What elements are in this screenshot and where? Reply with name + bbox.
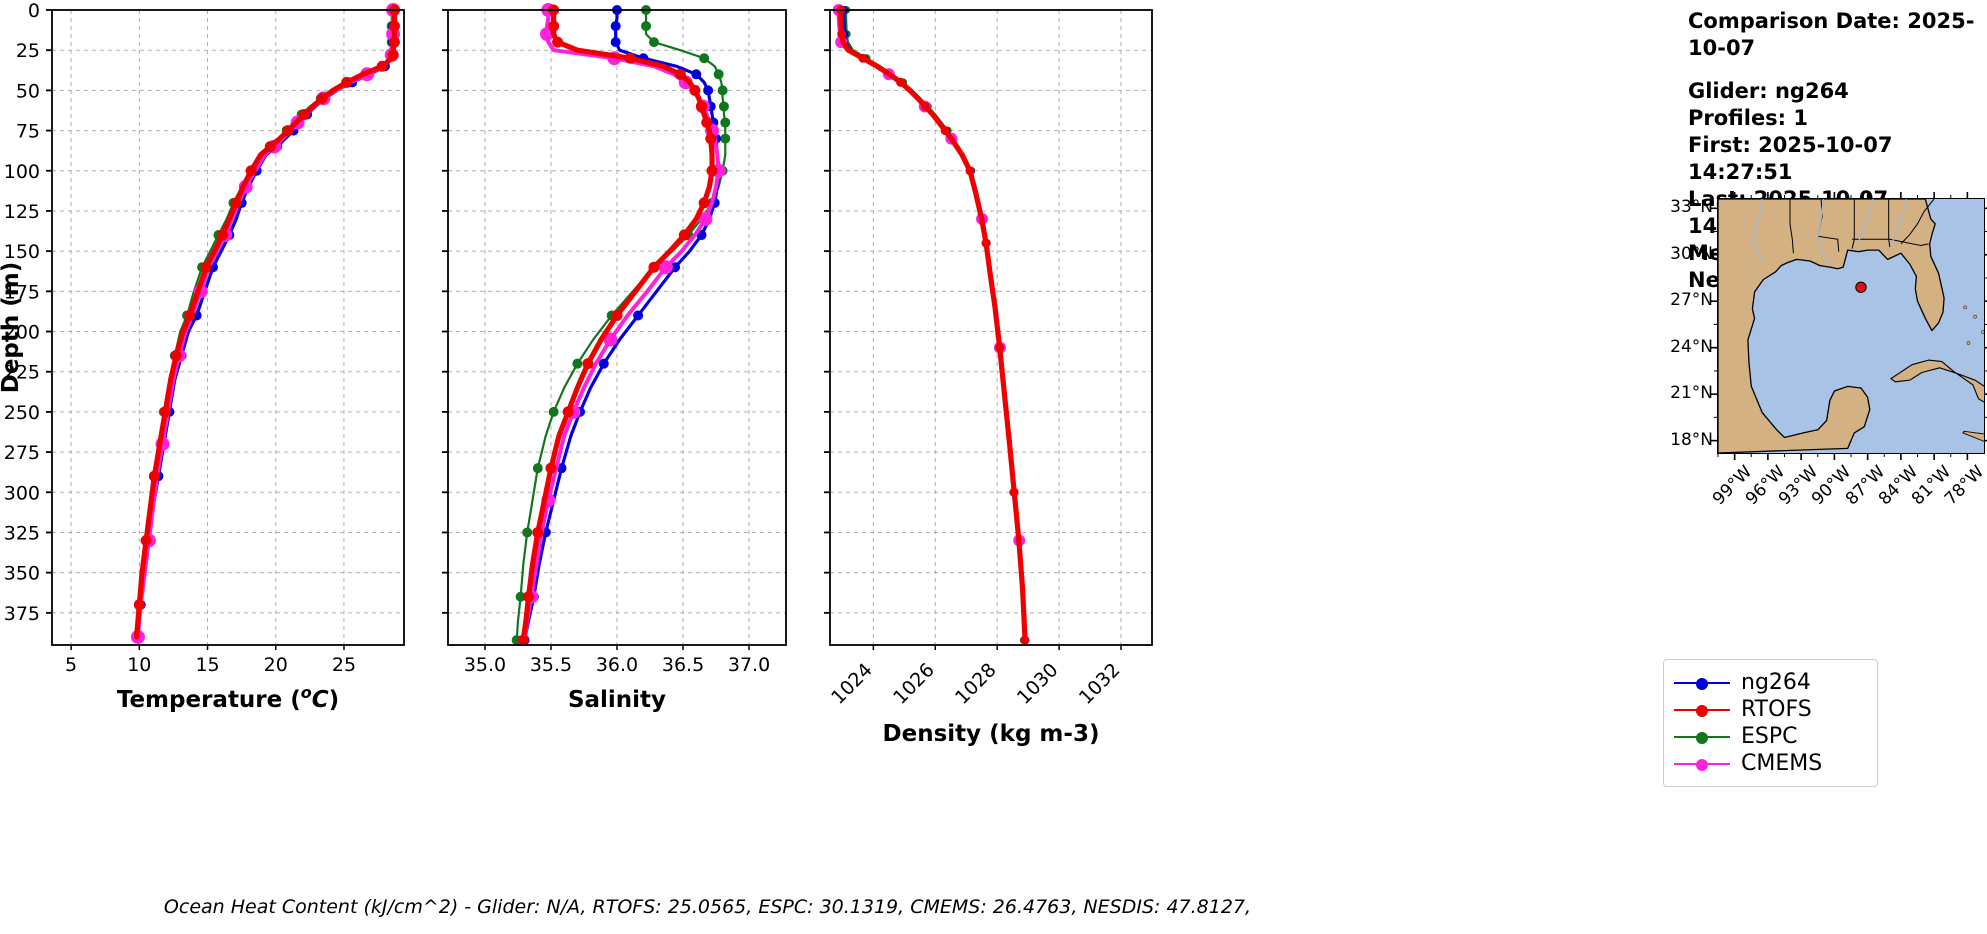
- svg-text:200: 200: [4, 322, 40, 344]
- map-lat-label: 24°N: [1670, 336, 1713, 357]
- svg-text:36.0: 36.0: [596, 654, 638, 676]
- svg-text:175: 175: [4, 281, 40, 303]
- legend-label-rtofs: RTOFS: [1741, 697, 1812, 722]
- svg-text:300: 300: [4, 482, 40, 504]
- map-lat-label: 33°N: [1670, 197, 1713, 218]
- map-lat-label: 30°N: [1670, 243, 1713, 264]
- first-profile-text: First: 2025-10-07 14:27:51: [1688, 133, 1893, 184]
- svg-text:325: 325: [4, 522, 40, 544]
- legend-label-cmems: CMEMS: [1741, 751, 1823, 776]
- svg-text:1026: 1026: [889, 659, 939, 709]
- svg-text:225: 225: [4, 362, 40, 384]
- legend-swatch-rtofs: [1674, 701, 1730, 719]
- profiles-text: Profiles: 1: [1688, 106, 1809, 130]
- density-panel: 1024 1026 1028 1030 1032 Density (kg m-3): [790, 0, 1220, 890]
- legend-label-espc: ESPC: [1741, 724, 1798, 749]
- ocean-heat-content-caption: Ocean Heat Content (kJ/cm^2) - Glider: N…: [163, 896, 1252, 918]
- svg-text:275: 275: [4, 442, 40, 464]
- legend-swatch-espc: [1674, 728, 1730, 746]
- svg-text:Depth (m): Depth (m): [0, 262, 24, 394]
- legend-label-ng264: ng264: [1741, 670, 1811, 695]
- location-map: 33°N 30°N 27°N 24°N 21°N 18°N 99°W 96°W 93°W 90°W…: [1670, 192, 1987, 509]
- svg-text:36.5: 36.5: [662, 654, 704, 676]
- svg-text:5: 5: [65, 654, 77, 676]
- svg-text:1028: 1028: [951, 659, 1001, 709]
- svg-text:0: 0: [28, 0, 40, 22]
- svg-text:125: 125: [4, 201, 40, 223]
- map-lat-label: 21°N: [1670, 383, 1713, 404]
- svg-text:35.5: 35.5: [530, 654, 572, 676]
- svg-text:75: 75: [16, 121, 40, 143]
- svg-text:250: 250: [4, 402, 40, 424]
- svg-text:150: 150: [4, 241, 40, 263]
- legend-swatch-cmems: [1674, 755, 1730, 773]
- svg-text:375: 375: [4, 603, 40, 625]
- info-spacer: [1688, 62, 1987, 78]
- glider-text: Glider: ng264: [1688, 79, 1849, 103]
- density-chart: 1024 1026 1028 1030 1032 Density (kg m-3): [824, 4, 1153, 747]
- svg-text:1032: 1032: [1075, 659, 1125, 709]
- svg-text:10: 10: [127, 654, 151, 676]
- salinity-panel: 35.0 35.5 36.0 36.5 37.0 Salinity: [404, 0, 824, 890]
- svg-text:20: 20: [264, 654, 288, 676]
- svg-text:25: 25: [332, 654, 356, 676]
- svg-text:50: 50: [16, 80, 40, 102]
- salinity-chart: 35.0 35.5 36.0 36.5 37.0 Salinity: [442, 3, 787, 713]
- svg-text:100: 100: [4, 161, 40, 183]
- svg-text:15: 15: [195, 654, 219, 676]
- legend-swatch-ng264: [1674, 674, 1730, 692]
- svg-text:37.0: 37.0: [728, 654, 770, 676]
- svg-text:Density (kg m-3): Density (kg m-3): [883, 721, 1100, 747]
- temperature-panel: 5 10 15 20 25 0 25 50 75 100 125 150 175 200 225 250 275…: [0, 0, 470, 890]
- svg-text:1024: 1024: [827, 659, 877, 709]
- svg-text:Temperature (oC): Temperature (oC): [117, 683, 339, 714]
- map-frame: [1717, 198, 1985, 454]
- series-legend: ng264 RTOFS ESPC CMEMS: [1663, 659, 1878, 787]
- temperature-chart: 5 10 15 20 250255075100125150175200225250275…: [0, 0, 405, 714]
- map-lon-label: 99°W: [1708, 461, 1756, 510]
- legend-item[interactable]: RTOFS: [1674, 696, 1865, 723]
- comparison-date-text: Comparison Date: 2025-10-07: [1688, 9, 1975, 60]
- legend-item[interactable]: ng264: [1674, 669, 1865, 696]
- svg-text:Salinity: Salinity: [568, 687, 666, 713]
- legend-item[interactable]: CMEMS: [1674, 750, 1865, 777]
- legend-item[interactable]: ESPC: [1674, 723, 1865, 750]
- map-lat-label: 27°N: [1670, 290, 1713, 311]
- svg-text:35.0: 35.0: [464, 654, 506, 676]
- svg-text:25: 25: [16, 40, 40, 62]
- svg-text:350: 350: [4, 563, 40, 585]
- map-lat-label: 18°N: [1670, 429, 1713, 450]
- map-graphic: [1718, 199, 1984, 453]
- svg-text:1030: 1030: [1013, 659, 1063, 709]
